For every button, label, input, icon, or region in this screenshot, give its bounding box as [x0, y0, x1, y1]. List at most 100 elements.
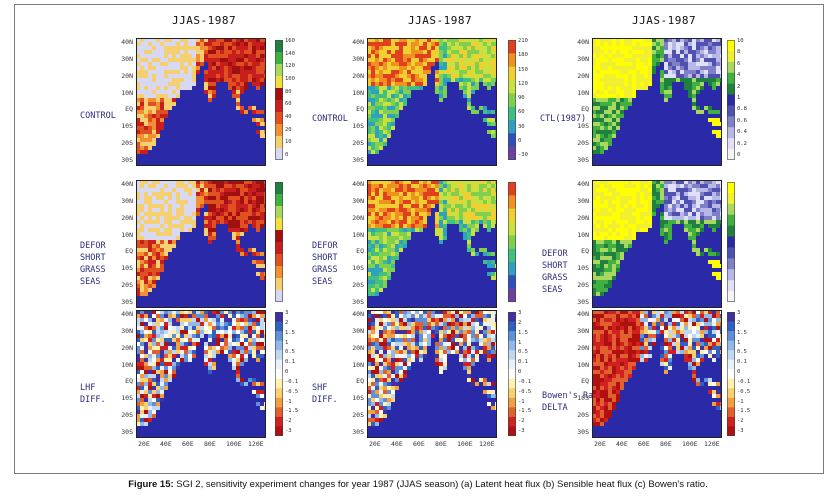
- lat-tick: EQ: [581, 105, 589, 114]
- colorbar-tick: 2: [737, 83, 741, 90]
- colorbar-tick: -2: [518, 418, 525, 425]
- map-panel-a-row2: [136, 180, 266, 308]
- lat-tick: 20S: [121, 411, 133, 420]
- lat-tick: 10N: [352, 230, 364, 239]
- colorbar: [275, 182, 283, 302]
- lat-tick: 40N: [577, 310, 589, 318]
- colorbar-tick: 30: [518, 123, 525, 130]
- colorbar-tick: -0.1: [737, 378, 751, 385]
- colorbar-tick: -1: [518, 398, 525, 405]
- colorbar-tick: 0.4: [737, 129, 747, 136]
- lat-tick: 10S: [352, 264, 364, 273]
- colorbar-tick: 120: [285, 63, 295, 70]
- colorbar-tick: 3: [285, 310, 289, 316]
- map-panel-c-row2: [592, 180, 722, 308]
- colorbar-tick: 0: [518, 137, 522, 144]
- lat-tick: 30S: [352, 428, 364, 436]
- lat-tick: 30N: [121, 196, 133, 205]
- lat-tick: 10N: [121, 230, 133, 239]
- lat-tick: 30S: [577, 156, 589, 164]
- colorbar-tick: -1.5: [285, 408, 299, 415]
- lon-tick: 40E: [391, 440, 403, 448]
- lat-tick: EQ: [581, 377, 589, 386]
- colorbar-tick: -30: [518, 152, 528, 158]
- figure-caption: Figure 15: SGI 2, sensitivity experiment…: [0, 479, 836, 490]
- lat-tick: 10S: [121, 264, 133, 273]
- lat-tick: 30N: [577, 196, 589, 205]
- lat-tick: 20S: [352, 281, 364, 290]
- colorbar-tick: 2: [285, 319, 289, 326]
- colorbar-tick: -0.5: [518, 388, 532, 395]
- colorbar: [727, 40, 735, 160]
- lat-tick: EQ: [356, 377, 364, 386]
- lon-tick: 60E: [182, 440, 194, 448]
- lat-tick: 40N: [352, 310, 364, 318]
- colorbar: [727, 312, 735, 436]
- colorbar-tick: 3: [737, 310, 741, 316]
- colorbar-tick: 0.8: [737, 106, 747, 113]
- lon-tick: 20E: [594, 440, 606, 448]
- map-panel-b-row1: [367, 38, 497, 166]
- lat-tick: 40N: [577, 180, 589, 188]
- lat-tick: EQ: [125, 105, 133, 114]
- lat-tick: 30N: [121, 326, 133, 335]
- lat-tick: 10S: [121, 122, 133, 131]
- colorbar-tick: 4: [737, 72, 741, 79]
- lon-tick: 80E: [435, 440, 447, 448]
- lat-tick: 10N: [121, 88, 133, 97]
- lat-tick: 30N: [352, 54, 364, 63]
- colorbar-tick: 0: [737, 152, 741, 158]
- lat-tick: EQ: [356, 247, 364, 256]
- colorbar-tick: -1: [285, 398, 292, 405]
- lat-tick: 30N: [352, 326, 364, 335]
- panel-b-row3-label: SHF DIFF.: [312, 383, 338, 405]
- map-panel-a-row1: [136, 38, 266, 166]
- lat-tick: 10N: [577, 230, 589, 239]
- colorbar-tick: -3: [737, 428, 744, 434]
- colorbar-tick: 0.1: [518, 359, 528, 366]
- colorbar-tick: 1.5: [518, 329, 528, 336]
- lat-tick: 40N: [352, 38, 364, 46]
- panel-c-row1-label: CTL(1987): [540, 114, 587, 124]
- colorbar-tick: -2: [737, 418, 744, 425]
- lon-tick: 20E: [369, 440, 381, 448]
- lat-tick: 20N: [352, 343, 364, 352]
- colorbar-tick: 180: [518, 52, 528, 59]
- lat-tick: 20N: [577, 343, 589, 352]
- colorbar-tick: 100: [285, 76, 295, 82]
- lat-tick: 10S: [577, 394, 589, 403]
- lat-tick: 20N: [577, 71, 589, 80]
- panel-a-row3-label: LHF DIFF.: [80, 383, 106, 405]
- lat-tick: 30S: [352, 298, 364, 306]
- colorbar-tick: 3: [518, 310, 522, 316]
- colorbar-tick: 0: [737, 369, 741, 375]
- colorbar-tick: 0.2: [737, 140, 747, 147]
- lat-tick: EQ: [125, 377, 133, 386]
- colorbar-tick: -1.5: [737, 408, 751, 415]
- colorbar-tick: 0.5: [285, 349, 295, 356]
- lat-tick: 30N: [577, 326, 589, 335]
- lon-tick: 100E: [226, 440, 242, 448]
- lat-tick: 30S: [121, 156, 133, 164]
- map-panel-b-row3: [367, 310, 497, 438]
- lat-tick: 20S: [352, 411, 364, 420]
- lat-tick: 10S: [121, 394, 133, 403]
- lon-tick: 80E: [660, 440, 672, 448]
- panel-c-title: JJAS-1987: [632, 14, 697, 27]
- lat-tick: 30S: [121, 298, 133, 306]
- lon-tick: 120E: [704, 440, 720, 448]
- colorbar-tick: 2: [737, 319, 741, 326]
- colorbar-tick: -1: [737, 398, 744, 405]
- lat-tick: 10S: [352, 122, 364, 131]
- colorbar-tick: 0: [285, 369, 289, 375]
- colorbar-tick: 8: [737, 49, 741, 56]
- lat-tick: 40N: [121, 310, 133, 318]
- panel-c-row2-label: DEFOR SHORT GRASS SEAS: [542, 249, 568, 295]
- colorbar-tick: 0.1: [285, 359, 295, 366]
- lat-tick: 30N: [577, 54, 589, 63]
- lat-tick: 10N: [352, 88, 364, 97]
- colorbar-tick: 20: [285, 126, 292, 133]
- map-panel-a-row3: [136, 310, 266, 438]
- lat-tick: EQ: [125, 247, 133, 256]
- colorbar-tick: 0: [285, 152, 289, 158]
